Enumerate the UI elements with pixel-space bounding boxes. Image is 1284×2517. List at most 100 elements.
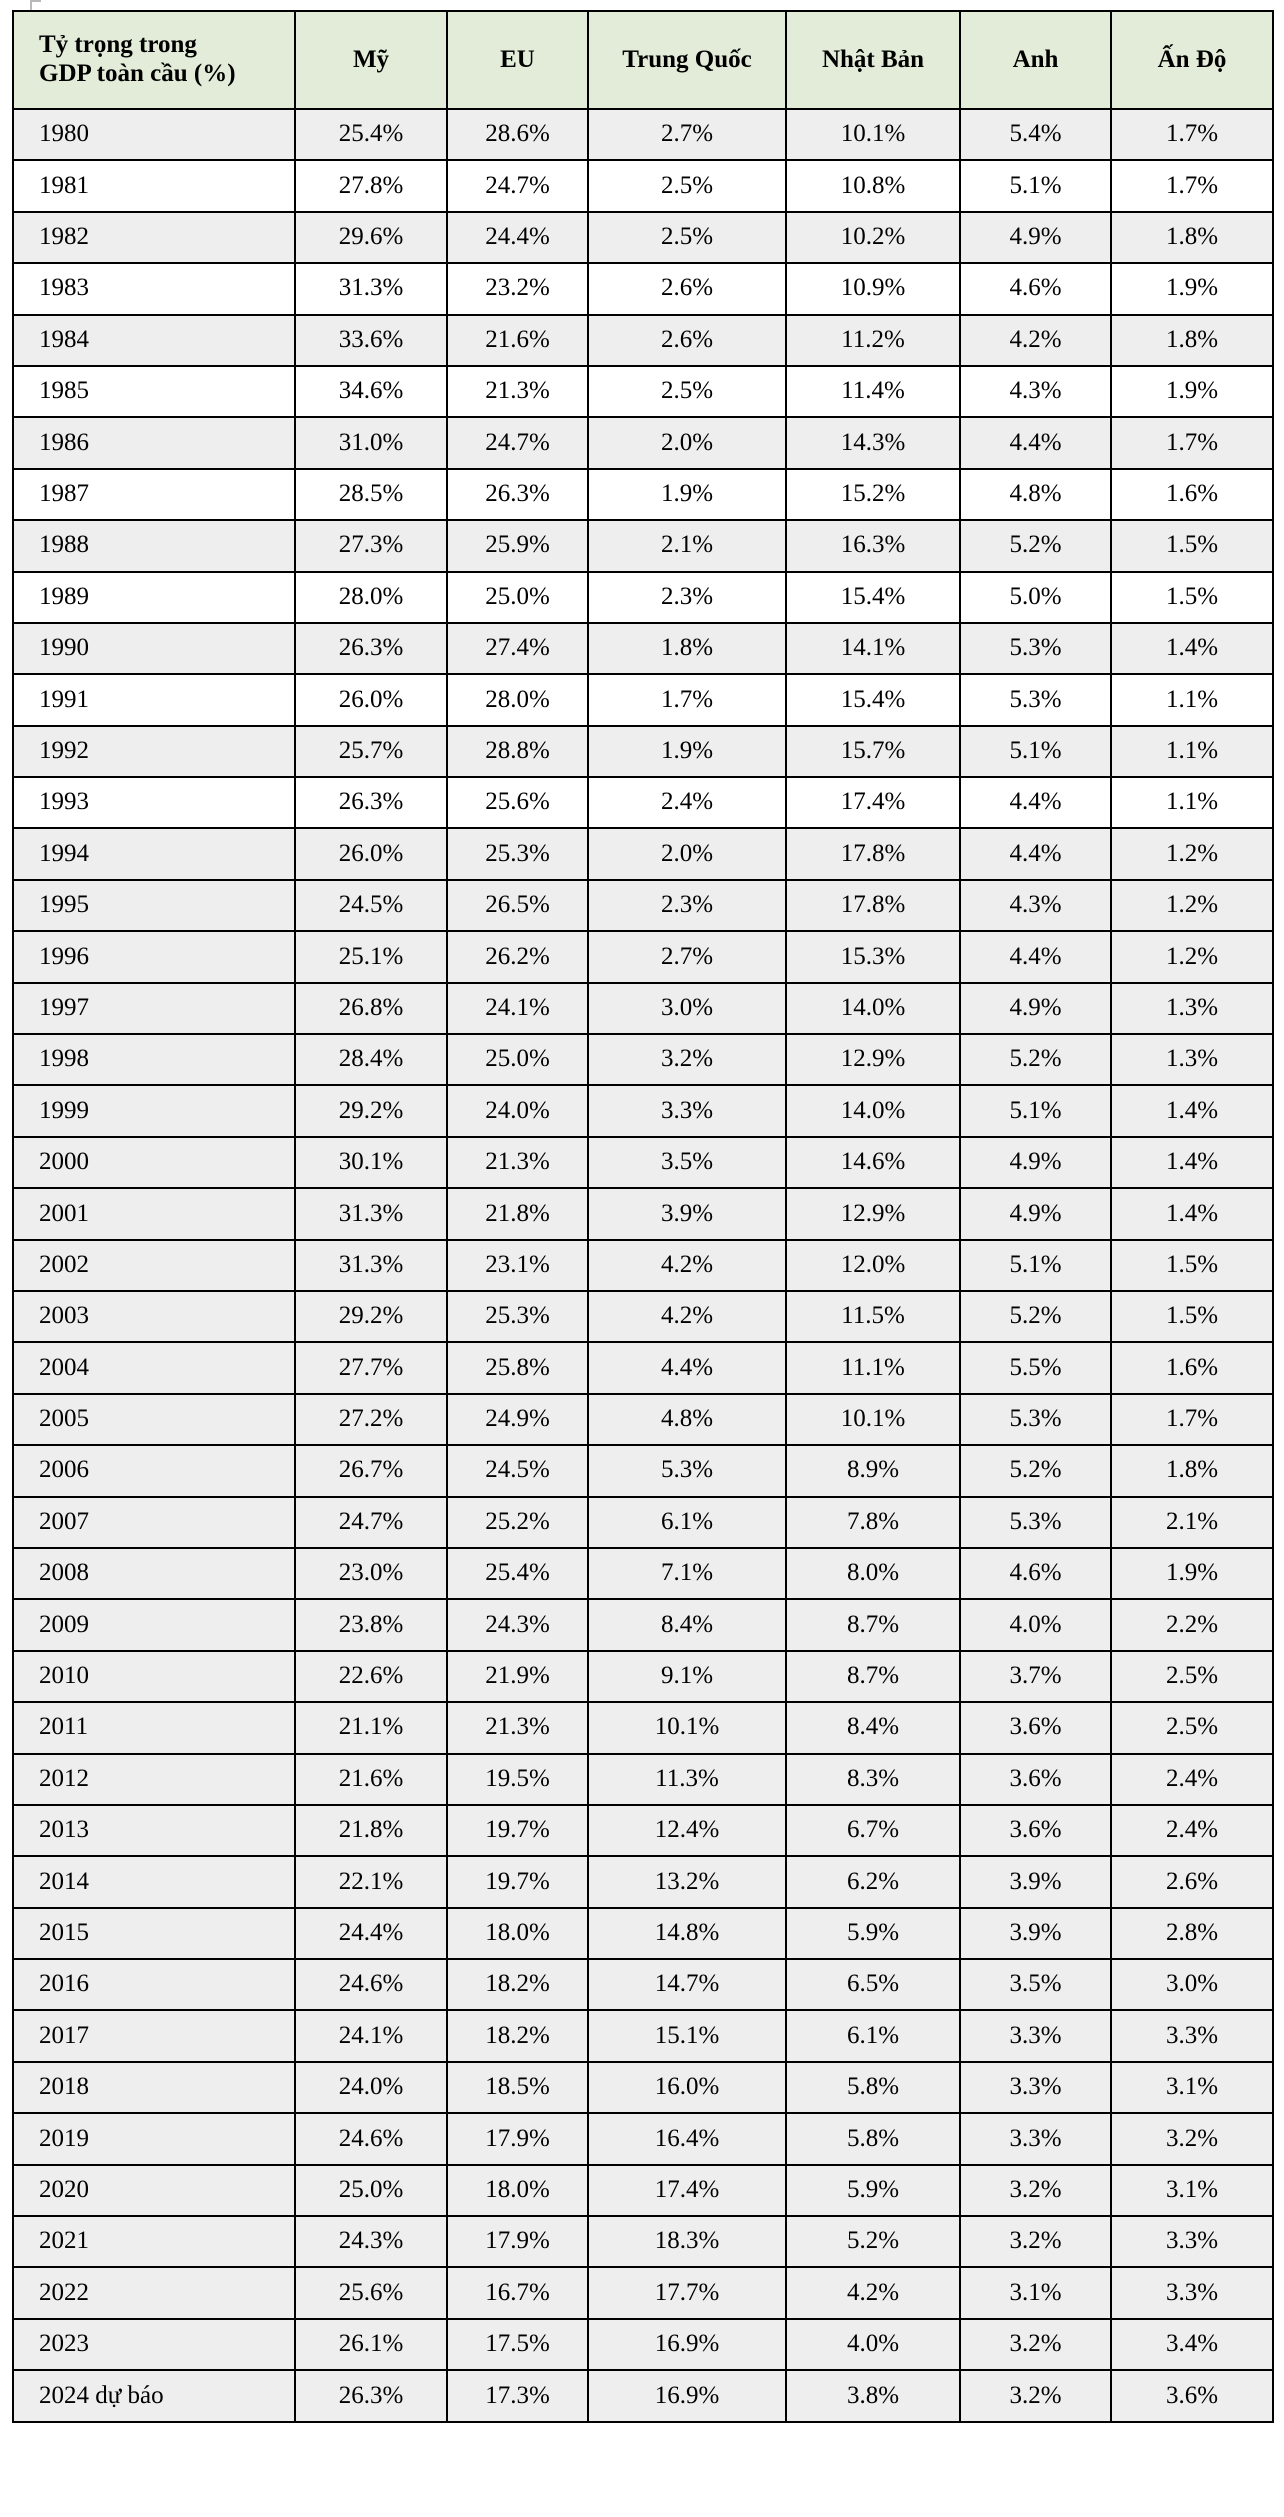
year-cell: 2009 (12, 1598, 296, 1652)
year-cell: 1996 (12, 930, 296, 984)
year-cell: 1988 (12, 519, 296, 573)
value-cell: 3.2% (959, 2215, 1112, 2269)
value-cell: 2.5% (1110, 1701, 1274, 1755)
value-cell: 31.3% (294, 1187, 448, 1241)
value-cell: 1.8% (1110, 313, 1274, 367)
value-cell: 2.0% (587, 416, 787, 470)
value-cell: 24.3% (294, 2215, 448, 2269)
value-cell: 14.3% (785, 416, 961, 470)
value-cell: 15.3% (785, 930, 961, 984)
value-cell: 4.0% (785, 2317, 961, 2372)
value-cell: 2.7% (587, 107, 787, 162)
value-cell: 8.4% (587, 1598, 787, 1652)
year-cell: 2008 (12, 1546, 296, 1601)
value-cell: 3.5% (587, 1135, 787, 1190)
value-cell: 27.8% (294, 159, 448, 213)
value-cell: 4.4% (959, 930, 1112, 984)
gdp-share-table: Tỷ trọng trong GDP toàn cầu (%) Mỹ EU Trun… (12, 10, 1274, 2423)
year-cell: 2006 (12, 1444, 296, 1498)
value-cell: 24.7% (294, 1495, 448, 1549)
table-body: 1980 25.4% 28.6% 2.7% 10.1% 5.4% 1.7% 1981 27.8%… (12, 107, 1274, 2423)
year-cell: 1986 (12, 416, 296, 470)
value-cell: 8.9% (785, 1444, 961, 1498)
value-cell: 12.4% (587, 1803, 787, 1858)
value-cell: 3.4% (1110, 2317, 1274, 2372)
table-row: 2000 30.1% 21.3% 3.5% 14.6% 4.9% 1.4% (12, 1135, 1274, 1190)
value-cell: 1.3% (1110, 1033, 1274, 1087)
value-cell: 5.2% (959, 1033, 1112, 1087)
value-cell: 11.4% (785, 364, 961, 419)
value-cell: 3.9% (959, 1906, 1112, 1961)
table-row: 2019 24.6% 17.9% 16.4% 5.8% 3.3% 3.2% (12, 2112, 1274, 2166)
table-row: 2016 24.6% 18.2% 14.7% 6.5% 3.5% 3.0% (12, 1958, 1274, 2012)
value-cell: 10.1% (785, 107, 961, 162)
value-cell: 5.9% (785, 1906, 961, 1961)
table-row: 1994 26.0% 25.3% 2.0% 17.8% 4.4% 1.2% (12, 827, 1274, 881)
value-cell: 3.9% (587, 1187, 787, 1241)
value-cell: 5.1% (959, 1238, 1112, 1292)
value-cell: 27.7% (294, 1341, 448, 1395)
value-cell: 21.6% (446, 313, 589, 367)
year-cell: 2003 (12, 1289, 296, 1344)
value-cell: 1.2% (1110, 827, 1274, 881)
value-cell: 4.2% (587, 1238, 787, 1292)
year-cell: 2022 (12, 2266, 296, 2320)
value-cell: 1.2% (1110, 930, 1274, 984)
value-cell: 3.2% (959, 2163, 1112, 2218)
value-cell: 4.9% (959, 1187, 1112, 1241)
value-cell: 18.2% (446, 1958, 589, 2012)
value-cell: 29.2% (294, 1084, 448, 1138)
value-cell: 26.7% (294, 1444, 448, 1498)
value-cell: 7.1% (587, 1546, 787, 1601)
value-cell: 8.4% (785, 1701, 961, 1755)
value-cell: 1.5% (1110, 1238, 1274, 1292)
value-cell: 25.7% (294, 724, 448, 779)
value-cell: 24.3% (446, 1598, 589, 1652)
value-cell: 2.6% (587, 262, 787, 316)
value-cell: 25.3% (446, 827, 589, 881)
value-cell: 16.9% (587, 2317, 787, 2372)
value-cell: 24.0% (446, 1084, 589, 1138)
value-cell: 17.8% (785, 878, 961, 933)
value-cell: 5.2% (959, 519, 1112, 573)
value-cell: 18.5% (446, 2060, 589, 2115)
value-cell: 5.1% (959, 724, 1112, 779)
value-cell: 21.3% (446, 1701, 589, 1755)
value-cell: 25.3% (446, 1289, 589, 1344)
value-cell: 23.2% (446, 262, 589, 316)
value-cell: 5.3% (959, 621, 1112, 676)
value-cell: 24.4% (294, 1906, 448, 1961)
header-corner-label: Tỷ trọng trong GDP toàn cầu (%) (12, 10, 296, 110)
table-row: 2009 23.8% 24.3% 8.4% 8.7% 4.0% 2.2% (12, 1598, 1274, 1652)
value-cell: 25.2% (446, 1495, 589, 1549)
value-cell: 28.0% (446, 673, 589, 727)
table-row: 1984 33.6% 21.6% 2.6% 11.2% 4.2% 1.8% (12, 313, 1274, 367)
value-cell: 26.0% (294, 827, 448, 881)
value-cell: 25.6% (446, 776, 589, 830)
value-cell: 29.6% (294, 210, 448, 265)
value-cell: 21.1% (294, 1701, 448, 1755)
table-row: 2015 24.4% 18.0% 14.8% 5.9% 3.9% 2.8% (12, 1906, 1274, 1961)
value-cell: 3.1% (1110, 2060, 1274, 2115)
value-cell: 2.2% (1110, 1598, 1274, 1652)
table-row: 1998 28.4% 25.0% 3.2% 12.9% 5.2% 1.3% (12, 1033, 1274, 1087)
value-cell: 28.6% (446, 107, 589, 162)
year-cell: 2011 (12, 1701, 296, 1755)
value-cell: 1.9% (1110, 364, 1274, 419)
value-cell: 10.1% (785, 1392, 961, 1447)
year-cell: 2004 (12, 1341, 296, 1395)
value-cell: 23.0% (294, 1546, 448, 1601)
value-cell: 18.0% (446, 2163, 589, 2218)
year-cell: 1989 (12, 570, 296, 624)
year-cell: 2017 (12, 2009, 296, 2063)
value-cell: 2.5% (1110, 1649, 1274, 1704)
table-row: 2007 24.7% 25.2% 6.1% 7.8% 5.3% 2.1% (12, 1495, 1274, 1549)
value-cell: 24.4% (446, 210, 589, 265)
value-cell: 8.0% (785, 1546, 961, 1601)
value-cell: 27.2% (294, 1392, 448, 1447)
table-row: 2018 24.0% 18.5% 16.0% 5.8% 3.3% 3.1% (12, 2060, 1274, 2115)
table-row: 2008 23.0% 25.4% 7.1% 8.0% 4.6% 1.9% (12, 1546, 1274, 1601)
value-cell: 6.2% (785, 1855, 961, 1909)
table-row: 1993 26.3% 25.6% 2.4% 17.4% 4.4% 1.1% (12, 776, 1274, 830)
value-cell: 12.9% (785, 1033, 961, 1087)
